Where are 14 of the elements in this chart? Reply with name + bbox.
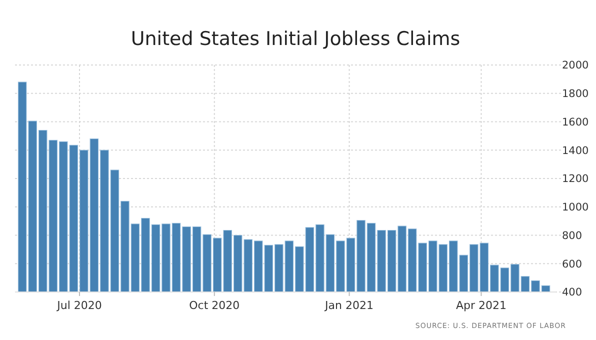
- y-tick-label: 800: [562, 230, 582, 242]
- y-tick-label: 600: [562, 258, 582, 270]
- x-tick-label: Oct 2020: [189, 299, 240, 312]
- x-tick-label: Jul 2020: [56, 299, 102, 312]
- y-tick-label: 1400: [562, 144, 589, 157]
- y-tick-label: 1000: [562, 202, 589, 214]
- y-tick-label: 400: [562, 286, 582, 299]
- chart-title: United States Initial Jobless Claims: [130, 28, 460, 50]
- x-tick-label: Jan 2021: [324, 299, 374, 312]
- y-tick-label: 1200: [562, 173, 589, 186]
- y-tick-label: 1600: [562, 116, 589, 128]
- x-tick-label: Apr 2021: [456, 299, 506, 312]
- y-tick-label: 2000: [562, 60, 589, 72]
- y-tick-label: 1800: [562, 88, 589, 100]
